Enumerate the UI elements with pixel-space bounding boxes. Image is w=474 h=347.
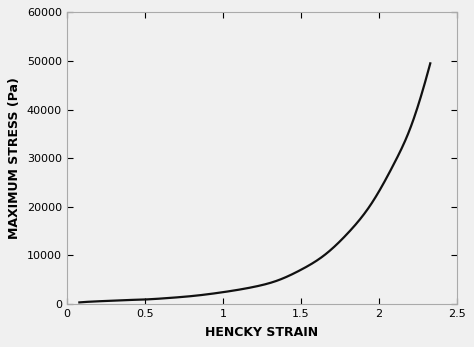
X-axis label: HENCKY STRAIN: HENCKY STRAIN: [205, 326, 319, 339]
Y-axis label: MAXIMUM STRESS (Pa): MAXIMUM STRESS (Pa): [9, 77, 21, 239]
